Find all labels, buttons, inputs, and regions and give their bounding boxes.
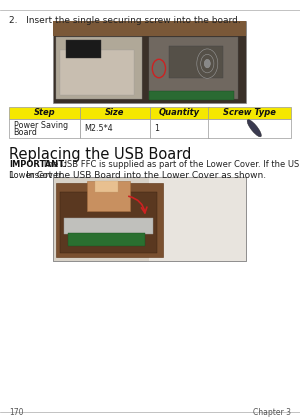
Text: Replacing the USB Board: Replacing the USB Board: [9, 147, 191, 162]
Bar: [149, 177, 246, 261]
Ellipse shape: [247, 120, 261, 137]
Text: Screw Type: Screw Type: [223, 108, 276, 118]
Text: Quantity: Quantity: [159, 108, 200, 118]
Text: 1.   Insert the USB Board into the Lower Cover as shown.: 1. Insert the USB Board into the Lower C…: [9, 171, 266, 180]
Bar: [95, 181, 118, 192]
Bar: [52, 177, 246, 261]
Text: 2.   Insert the single securing screw into the board.: 2. Insert the single securing screw into…: [9, 16, 241, 24]
Bar: [9, 119, 80, 138]
Text: M2.5*4: M2.5*4: [84, 124, 112, 133]
Bar: [150, 119, 208, 138]
Bar: [56, 183, 163, 257]
Circle shape: [204, 59, 210, 68]
Text: Board: Board: [14, 128, 38, 137]
Bar: [68, 233, 146, 246]
Bar: [80, 119, 150, 138]
Text: Chapter 3: Chapter 3: [253, 408, 291, 417]
Bar: [66, 40, 101, 58]
Bar: [208, 119, 291, 138]
Bar: [150, 107, 208, 119]
Bar: [80, 107, 150, 119]
Bar: [60, 50, 134, 95]
Bar: [208, 107, 291, 119]
Text: 1: 1: [154, 124, 160, 133]
Text: The USB FFC is supplied as part of the Lower Cover. If the USB FFC is defective,: The USB FFC is supplied as part of the L…: [40, 160, 300, 169]
Text: Lower Cover.: Lower Cover.: [9, 171, 64, 180]
Bar: [52, 21, 246, 103]
Bar: [87, 181, 130, 211]
Bar: [56, 37, 142, 99]
Bar: [149, 91, 234, 100]
Bar: [169, 45, 223, 78]
Text: Step: Step: [33, 108, 55, 118]
Bar: [60, 192, 157, 253]
Text: 170: 170: [9, 408, 23, 417]
Bar: [149, 37, 238, 99]
Text: Size: Size: [105, 108, 124, 118]
Text: IMPORTANT:: IMPORTANT:: [9, 160, 67, 169]
Bar: [52, 177, 246, 261]
Bar: [9, 107, 80, 119]
Bar: [52, 21, 246, 36]
Bar: [64, 218, 153, 234]
Text: Power Saving: Power Saving: [14, 121, 68, 130]
